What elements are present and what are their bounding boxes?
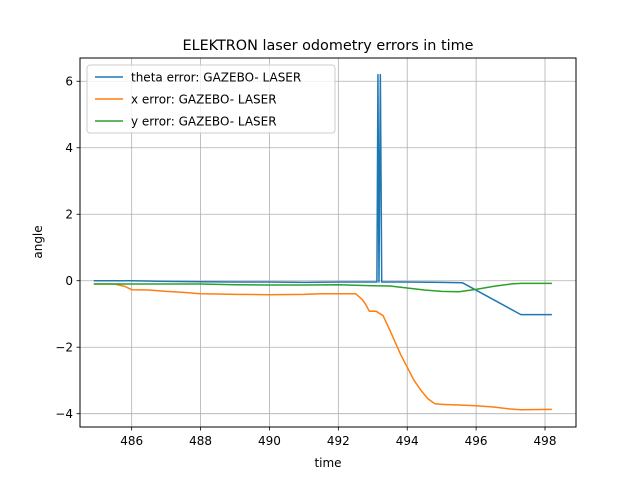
legend: theta error: GAZEBO- LASER x error: GAZEB…: [86, 64, 336, 134]
x-axis-ticks: 486 488 490 492 494 496 498: [120, 427, 556, 448]
plot-frame: [79, 57, 577, 428]
x-tick-label: 486: [120, 434, 143, 448]
chart-title: ELEKTRON laser odometry errors in time: [182, 38, 473, 54]
y-axis-ticks: −4 −2 0 2 4 6: [55, 75, 80, 421]
y-tick-label: 4: [65, 141, 73, 155]
y-tick-label: −2: [55, 341, 73, 355]
legend-label-2: y error: GAZEBO- LASER: [131, 114, 277, 128]
legend-label-1: x error: GAZEBO- LASER: [131, 92, 277, 106]
legend-label-0: theta error: GAZEBO- LASER: [131, 70, 301, 84]
x-tick-label: 498: [534, 434, 557, 448]
y-axis-label: angle: [31, 225, 45, 258]
y-tick-label: −4: [55, 407, 73, 421]
y-tick-label: 6: [65, 75, 73, 89]
series-line-2: [93, 282, 552, 293]
x-tick-label: 490: [258, 434, 281, 448]
legend-box: [86, 64, 336, 134]
x-tick-label: 494: [396, 434, 419, 448]
y-tick-label: 2: [65, 208, 73, 222]
x-tick-label: 492: [327, 434, 350, 448]
x-axis-label: time: [314, 456, 341, 470]
series-lines: [93, 73, 552, 411]
x-tick-label: 496: [465, 434, 488, 448]
series-line-0: [93, 73, 552, 316]
series-line-1: [93, 283, 552, 411]
y-tick-label: 0: [65, 274, 73, 288]
x-tick-label: 488: [189, 434, 212, 448]
